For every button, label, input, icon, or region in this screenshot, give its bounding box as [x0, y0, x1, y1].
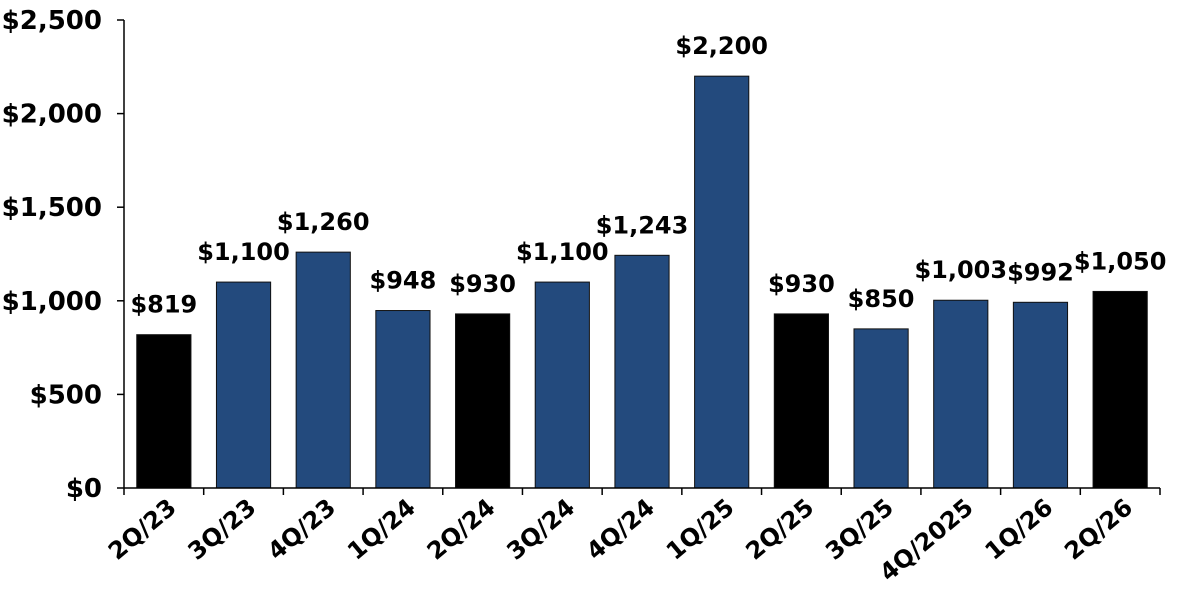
y-tick-label: $2,500	[2, 6, 102, 36]
bar	[534, 281, 590, 489]
bar	[136, 334, 192, 489]
data-label: $1,100	[516, 238, 609, 266]
bar	[375, 310, 431, 489]
data-label: $992	[1007, 258, 1074, 286]
x-category-label: 2Q/25	[741, 493, 820, 565]
data-label: $930	[768, 270, 835, 298]
bar	[1012, 301, 1069, 489]
x-category-label: 2Q/26	[1059, 493, 1138, 565]
x-category-label: 4Q/24	[581, 493, 660, 565]
data-label: $819	[130, 291, 197, 319]
bar	[614, 254, 670, 489]
y-tick-label: $2,000	[2, 100, 102, 130]
data-label: $1,100	[197, 238, 290, 266]
y-tick-label: $1,000	[2, 287, 102, 317]
bar	[773, 313, 829, 489]
data-label: $1,050	[1074, 247, 1167, 275]
data-label: $948	[370, 267, 437, 295]
y-tick-label: $500	[30, 380, 102, 410]
bars-group	[136, 75, 1148, 489]
x-category-label: 2Q/24	[422, 493, 501, 565]
x-axis: 2Q/23 3Q/23 4Q/23 1Q/24 2Q/24 3Q/24 4Q/24 1Q/25…	[103, 487, 1161, 587]
x-category-label: 1Q/26	[980, 493, 1059, 565]
bar	[215, 281, 272, 489]
x-category-label: 2Q/23	[103, 493, 182, 565]
data-label: $1,243	[596, 211, 689, 239]
data-label: $1,003	[914, 256, 1007, 284]
x-category-label: 4Q/23	[262, 493, 341, 565]
y-tick-label: $1,500	[2, 193, 102, 223]
bar	[853, 328, 909, 489]
data-label: $930	[449, 270, 516, 298]
y-tick-label: $0	[66, 474, 102, 504]
data-label: $2,200	[675, 32, 768, 60]
x-category-label: 3Q/23	[183, 493, 262, 565]
x-category-label: 3Q/24	[501, 493, 580, 565]
x-category-label: 1Q/24	[342, 493, 421, 565]
bar	[933, 299, 989, 489]
bar	[1092, 290, 1148, 489]
data-label: $1,260	[277, 208, 370, 236]
bar	[694, 75, 750, 489]
bar	[455, 313, 511, 489]
x-category-label: 1Q/25	[661, 493, 740, 565]
bar	[295, 251, 351, 489]
data-label: $850	[848, 285, 915, 313]
data-labels-group: $819$1,100$1,260$948 $930$1,100$1,243$2,2…	[130, 32, 1166, 319]
y-axis: $0 $500 $1,000 $1,500 $2,000 $2,500	[2, 6, 125, 504]
